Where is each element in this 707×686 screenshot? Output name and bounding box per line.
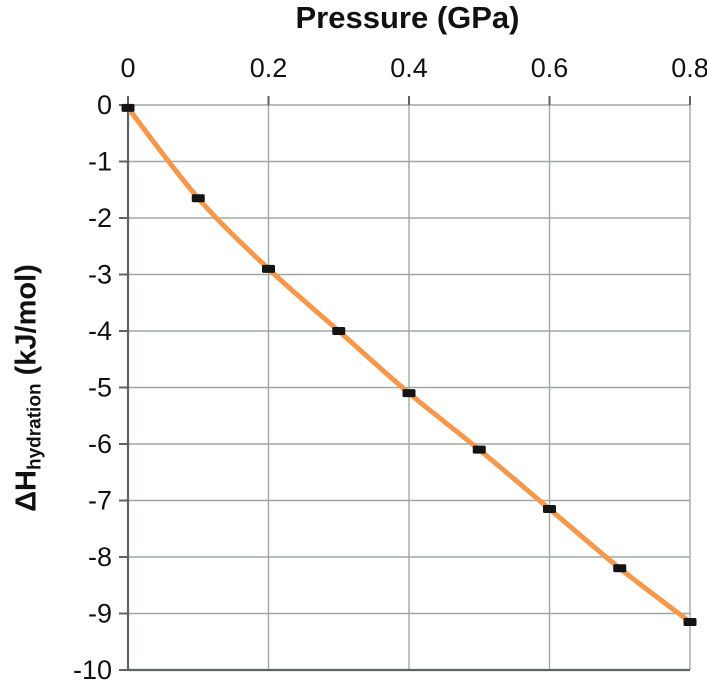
x-tick-label: 0.2: [250, 53, 288, 83]
data-point-marker: [543, 504, 556, 513]
y-tick-label: -7: [88, 486, 112, 516]
x-tick-label: 0.4: [390, 53, 428, 83]
data-point-marker: [121, 103, 135, 112]
data-point-marker: [683, 617, 697, 626]
y-tick-label: -6: [88, 429, 112, 459]
data-point-marker: [613, 564, 627, 573]
y-tick-label: 0: [97, 90, 112, 120]
y-tick-label: -8: [88, 542, 112, 572]
y-tick-label: -4: [88, 316, 112, 346]
data-point-marker: [191, 194, 205, 203]
data-point-marker: [472, 445, 486, 454]
x-tick-label: 0.8: [671, 53, 707, 83]
x-tick-label: 0.6: [531, 53, 569, 83]
data-point-marker: [402, 389, 416, 398]
y-tick-label: -2: [88, 203, 112, 233]
chart-title: Pressure (GPa): [295, 0, 520, 35]
y-tick-label: -10: [73, 655, 112, 685]
data-point-marker: [262, 264, 275, 273]
y-tick-label: -1: [88, 147, 112, 177]
x-tick-label: 0: [120, 53, 135, 83]
y-tick-label: -9: [88, 599, 112, 629]
data-point-marker: [332, 327, 346, 335]
y-tick-label: -5: [88, 373, 112, 403]
y-tick-label: -3: [88, 260, 112, 290]
